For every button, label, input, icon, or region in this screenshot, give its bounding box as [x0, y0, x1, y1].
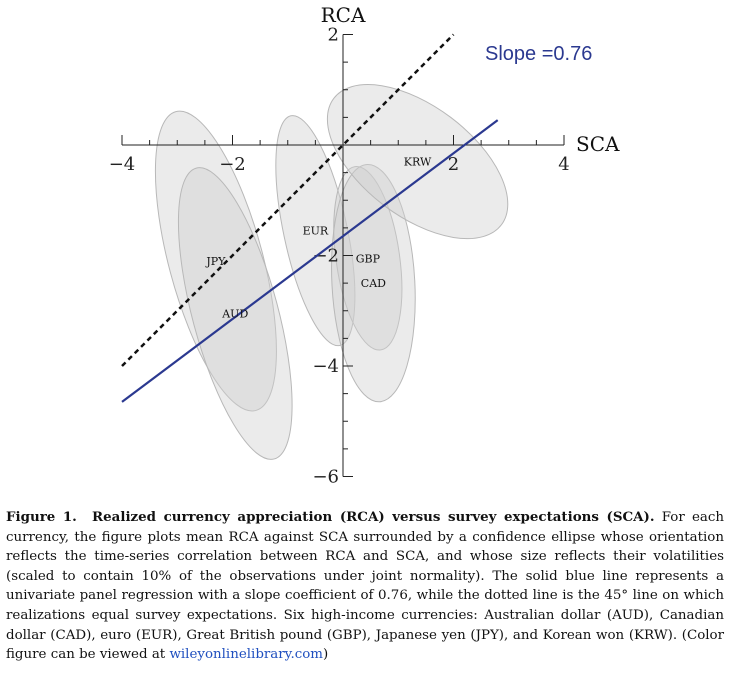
y-tick-label: −2: [312, 246, 339, 267]
confidence-ellipse-aud: [177, 167, 293, 460]
forty-five-degree-line: [121, 33, 455, 367]
slope-annotation: Slope =0.76: [485, 43, 592, 65]
y-tick-label: −6: [312, 467, 339, 488]
axes: −4 −2 2 4 2 −2 −4 −6: [109, 25, 570, 488]
x-tick-label: −2: [219, 154, 246, 175]
ellipse-layer: [154, 84, 509, 460]
caption-tail: ): [322, 647, 329, 663]
currency-label-cad: CAD: [361, 277, 386, 290]
currency-label-eur: EUR: [303, 225, 329, 238]
confidence-ellipse-jpy: [154, 110, 277, 412]
currency-label-gbp: GBP: [356, 252, 381, 265]
currency-label-krw: KRW: [404, 156, 432, 169]
y-axis-title: RCA: [321, 3, 366, 27]
regression-line: [121, 119, 499, 403]
caption-link[interactable]: wileyonlinelibrary.com: [169, 647, 323, 663]
currency-label-aud: AUD: [221, 308, 248, 321]
confidence-ellipse-cad: [331, 163, 416, 403]
currency-label-jpy: JPY: [205, 255, 226, 268]
x-axis-title: SCA: [576, 132, 620, 156]
axis-ticks: −4 −2 2 4 2 −2 −4 −6: [109, 25, 570, 488]
x-tick-label: 4: [558, 154, 569, 175]
x-tick-label: −4: [109, 154, 136, 175]
caption-lead: Figure 1. Realized currency appreciation…: [6, 509, 655, 525]
caption-body: For each currency, the figure plots mean…: [6, 510, 724, 663]
confidence-ellipse-gbp: [333, 166, 403, 351]
confidence-ellipse-eur: [275, 115, 356, 347]
currency-labels: JPY AUD EUR GBP CAD KRW: [205, 156, 432, 321]
y-tick-label: −4: [312, 356, 339, 377]
chart: −4 −2 2 4 2 −2 −4 −6 JPY AUD EUR GBP CAD KRW RCA SCA…: [109, 3, 620, 488]
figure-caption: Figure 1. Realized currency appreciation…: [6, 508, 724, 665]
x-tick-label: 2: [448, 154, 459, 175]
y-tick-label: 2: [328, 25, 339, 46]
